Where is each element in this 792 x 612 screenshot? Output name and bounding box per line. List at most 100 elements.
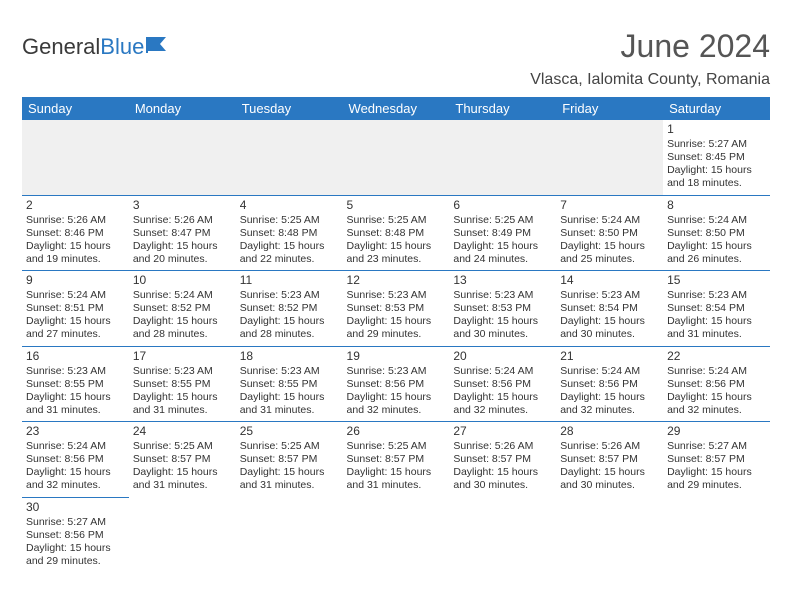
sunset-text: Sunset: 8:56 PM [347, 378, 446, 391]
daylight-text: and 31 minutes. [667, 328, 766, 341]
sunrise-text: Sunrise: 5:24 AM [667, 365, 766, 378]
sunset-text: Sunset: 8:57 PM [667, 453, 766, 466]
daylight-text: Daylight: 15 hours [453, 315, 552, 328]
sunset-text: Sunset: 8:53 PM [453, 302, 552, 315]
empty-cell [449, 120, 556, 195]
day-number: 12 [347, 273, 446, 288]
calendar-table: SundayMondayTuesdayWednesdayThursdayFrid… [22, 97, 770, 572]
day-cell: 30Sunrise: 5:27 AMSunset: 8:56 PMDayligh… [22, 497, 129, 572]
sunrise-text: Sunrise: 5:26 AM [26, 214, 125, 227]
calendar-row: 30Sunrise: 5:27 AMSunset: 8:56 PMDayligh… [22, 497, 770, 572]
empty-cell [129, 120, 236, 195]
day-cell: 16Sunrise: 5:23 AMSunset: 8:55 PMDayligh… [22, 346, 129, 422]
empty-cell [129, 497, 236, 572]
daylight-text: Daylight: 15 hours [240, 315, 339, 328]
daylight-text: Daylight: 15 hours [560, 315, 659, 328]
day-number: 25 [240, 424, 339, 439]
daylight-text: Daylight: 15 hours [133, 315, 232, 328]
calendar-page: GeneralBlue June 2024 Vlasca, Ialomita C… [0, 0, 792, 572]
daylight-text: Daylight: 15 hours [453, 466, 552, 479]
sunset-text: Sunset: 8:57 PM [133, 453, 232, 466]
empty-cell [556, 120, 663, 195]
day-number: 13 [453, 273, 552, 288]
brand-text-1: General [22, 34, 100, 60]
daylight-text: Daylight: 15 hours [133, 391, 232, 404]
day-cell: 1Sunrise: 5:27 AMSunset: 8:45 PMDaylight… [663, 120, 770, 195]
sunrise-text: Sunrise: 5:27 AM [667, 440, 766, 453]
day-number: 23 [26, 424, 125, 439]
sunrise-text: Sunrise: 5:24 AM [133, 289, 232, 302]
flag-icon [146, 36, 172, 59]
day-cell: 18Sunrise: 5:23 AMSunset: 8:55 PMDayligh… [236, 346, 343, 422]
day-number: 3 [133, 198, 232, 213]
daylight-text: and 18 minutes. [667, 177, 766, 190]
day-cell: 15Sunrise: 5:23 AMSunset: 8:54 PMDayligh… [663, 271, 770, 347]
daylight-text: and 29 minutes. [26, 555, 125, 568]
daylight-text: and 31 minutes. [133, 479, 232, 492]
sunrise-text: Sunrise: 5:23 AM [240, 289, 339, 302]
daylight-text: Daylight: 15 hours [26, 315, 125, 328]
day-cell: 24Sunrise: 5:25 AMSunset: 8:57 PMDayligh… [129, 422, 236, 498]
sunrise-text: Sunrise: 5:24 AM [667, 214, 766, 227]
day-cell: 5Sunrise: 5:25 AMSunset: 8:48 PMDaylight… [343, 195, 450, 271]
sunrise-text: Sunrise: 5:26 AM [453, 440, 552, 453]
sunrise-text: Sunrise: 5:23 AM [133, 365, 232, 378]
day-cell: 26Sunrise: 5:25 AMSunset: 8:57 PMDayligh… [343, 422, 450, 498]
daylight-text: and 26 minutes. [667, 253, 766, 266]
day-cell: 17Sunrise: 5:23 AMSunset: 8:55 PMDayligh… [129, 346, 236, 422]
sunset-text: Sunset: 8:52 PM [133, 302, 232, 315]
daylight-text: Daylight: 15 hours [347, 240, 446, 253]
daylight-text: Daylight: 15 hours [667, 240, 766, 253]
weekday-header: Tuesday [236, 97, 343, 120]
daylight-text: Daylight: 15 hours [347, 315, 446, 328]
day-number: 14 [560, 273, 659, 288]
daylight-text: and 30 minutes. [560, 479, 659, 492]
sunrise-text: Sunrise: 5:25 AM [347, 214, 446, 227]
empty-cell [343, 497, 450, 572]
day-cell: 11Sunrise: 5:23 AMSunset: 8:52 PMDayligh… [236, 271, 343, 347]
sunrise-text: Sunrise: 5:27 AM [667, 138, 766, 151]
daylight-text: Daylight: 15 hours [133, 466, 232, 479]
sunset-text: Sunset: 8:57 PM [347, 453, 446, 466]
day-cell: 13Sunrise: 5:23 AMSunset: 8:53 PMDayligh… [449, 271, 556, 347]
day-number: 22 [667, 349, 766, 364]
daylight-text: and 30 minutes. [453, 479, 552, 492]
sunset-text: Sunset: 8:50 PM [667, 227, 766, 240]
weekday-header: Sunday [22, 97, 129, 120]
daylight-text: and 29 minutes. [667, 479, 766, 492]
daylight-text: and 31 minutes. [347, 479, 446, 492]
day-number: 7 [560, 198, 659, 213]
day-cell: 14Sunrise: 5:23 AMSunset: 8:54 PMDayligh… [556, 271, 663, 347]
sunset-text: Sunset: 8:55 PM [26, 378, 125, 391]
empty-cell [449, 497, 556, 572]
sunset-text: Sunset: 8:46 PM [26, 227, 125, 240]
daylight-text: and 28 minutes. [133, 328, 232, 341]
day-cell: 27Sunrise: 5:26 AMSunset: 8:57 PMDayligh… [449, 422, 556, 498]
sunset-text: Sunset: 8:47 PM [133, 227, 232, 240]
day-number: 4 [240, 198, 339, 213]
weekday-header: Saturday [663, 97, 770, 120]
daylight-text: and 32 minutes. [667, 404, 766, 417]
daylight-text: Daylight: 15 hours [667, 391, 766, 404]
daylight-text: and 31 minutes. [133, 404, 232, 417]
daylight-text: and 30 minutes. [560, 328, 659, 341]
sunrise-text: Sunrise: 5:23 AM [347, 289, 446, 302]
title-location: Vlasca, Ialomita County, Romania [530, 71, 770, 89]
sunset-text: Sunset: 8:48 PM [240, 227, 339, 240]
empty-cell [22, 120, 129, 195]
weekday-header: Monday [129, 97, 236, 120]
daylight-text: and 31 minutes. [26, 404, 125, 417]
daylight-text: Daylight: 15 hours [560, 466, 659, 479]
day-number: 11 [240, 273, 339, 288]
sunrise-text: Sunrise: 5:25 AM [240, 214, 339, 227]
sunset-text: Sunset: 8:51 PM [26, 302, 125, 315]
calendar-row: 23Sunrise: 5:24 AMSunset: 8:56 PMDayligh… [22, 422, 770, 498]
sunset-text: Sunset: 8:57 PM [560, 453, 659, 466]
day-cell: 2Sunrise: 5:26 AMSunset: 8:46 PMDaylight… [22, 195, 129, 271]
brand-logo: GeneralBlue [22, 28, 172, 60]
sunrise-text: Sunrise: 5:25 AM [133, 440, 232, 453]
day-cell: 21Sunrise: 5:24 AMSunset: 8:56 PMDayligh… [556, 346, 663, 422]
sunset-text: Sunset: 8:56 PM [667, 378, 766, 391]
day-cell: 7Sunrise: 5:24 AMSunset: 8:50 PMDaylight… [556, 195, 663, 271]
calendar-row: 16Sunrise: 5:23 AMSunset: 8:55 PMDayligh… [22, 346, 770, 422]
